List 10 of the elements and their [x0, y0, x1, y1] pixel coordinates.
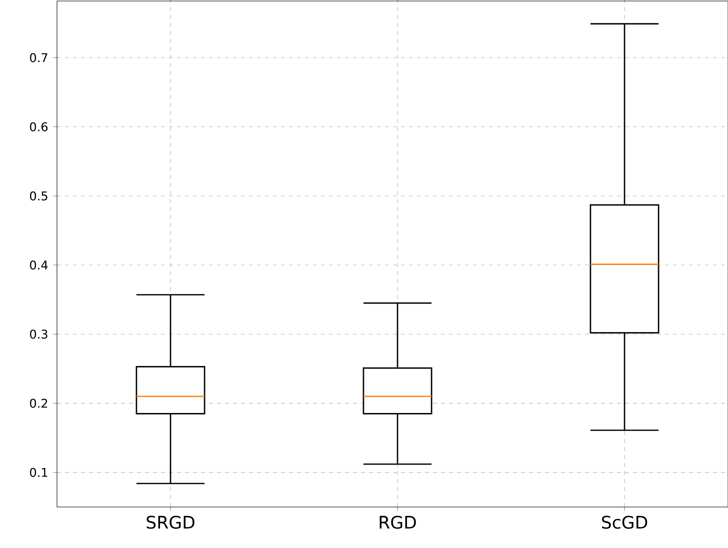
y-tick-label: 0.7: [30, 53, 48, 62]
y-tick-label: 0.6: [30, 122, 48, 132]
y-tick-label: 0.1: [30, 468, 48, 477]
x-tick-label: ScGD: [602, 516, 648, 529]
x-tick-label: SRGD: [146, 516, 194, 529]
y-tick-label: 0.5: [30, 191, 48, 200]
x-tick-label: RGD: [380, 516, 416, 529]
y-tick-label: 0.3: [30, 330, 48, 339]
y-tick-label: 0.2: [30, 398, 48, 408]
y-tick-label: 0.4: [30, 260, 48, 270]
